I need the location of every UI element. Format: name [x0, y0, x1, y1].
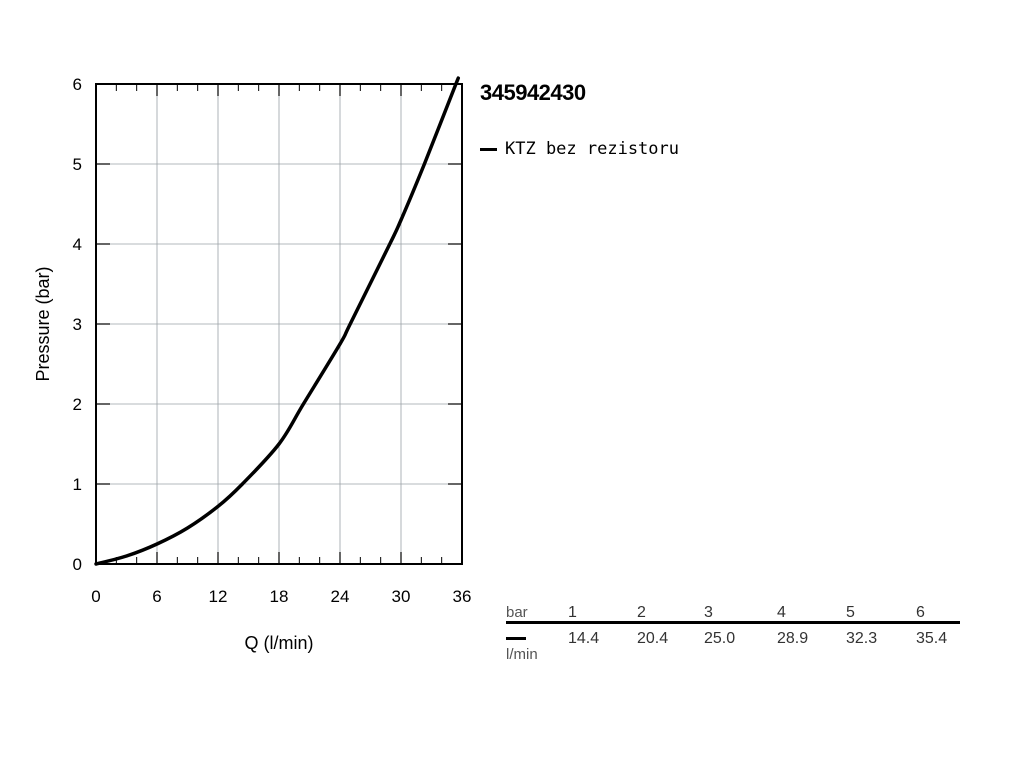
table-bar-value: 6 — [916, 604, 925, 621]
table-rule — [506, 621, 960, 624]
x-tick-label: 0 — [91, 587, 100, 606]
table-series-swatch — [506, 637, 526, 640]
series-line-ktz-bez-rezistoru — [94, 76, 460, 566]
y-tick-label: 6 — [73, 75, 82, 94]
x-tick-label: 30 — [392, 587, 411, 606]
x-tick-label: 6 — [152, 587, 161, 606]
x-tick-label: 12 — [209, 587, 228, 606]
y-tick-label: 5 — [73, 155, 82, 174]
table-unit-lmin: l/min — [506, 646, 538, 663]
table-bar-value: 1 — [568, 604, 577, 621]
x-tick-label: 24 — [331, 587, 350, 606]
table-flow-value: 28.9 — [777, 630, 809, 647]
y-tick-label: 0 — [73, 555, 82, 574]
table-bar-value: 4 — [777, 604, 786, 621]
table-bar-value: 5 — [846, 604, 855, 621]
y-axis-title: Pressure (bar) — [33, 266, 53, 381]
table-bar-value: 3 — [704, 604, 713, 621]
y-tick-label: 2 — [73, 395, 82, 414]
y-tick-label: 1 — [73, 475, 82, 494]
table-bar-value: 2 — [637, 604, 646, 621]
table-flow-value: 20.4 — [637, 630, 669, 647]
plot-frame — [95, 83, 463, 565]
y-tick-label: 3 — [73, 315, 82, 334]
chart-title: 345942430 — [480, 80, 586, 105]
values-table: bar 1 2 3 4 5 6 l/min 14.4 20.4 25.0 28.… — [504, 602, 960, 672]
table-flow-value: 35.4 — [916, 630, 948, 647]
y-tick-label: 4 — [73, 235, 82, 254]
x-tick-label: 36 — [453, 587, 472, 606]
table-flow-value: 32.3 — [846, 630, 878, 647]
x-tick-label: 18 — [270, 587, 289, 606]
legend: KTZ bez rezistoru — [480, 139, 679, 159]
x-axis-title: Q (l/min) — [245, 633, 314, 653]
grid — [96, 84, 462, 564]
legend-swatch — [480, 147, 497, 151]
table-flow-value: 14.4 — [568, 630, 600, 647]
y-tick-labels: 0 1 2 3 4 5 6 — [73, 75, 82, 574]
legend-label: KTZ bez rezistoru — [505, 139, 679, 159]
table-unit-bar: bar — [506, 604, 528, 621]
x-tick-labels: 0 6 12 18 24 30 36 — [91, 587, 471, 606]
table-flow-value: 25.0 — [704, 630, 736, 647]
